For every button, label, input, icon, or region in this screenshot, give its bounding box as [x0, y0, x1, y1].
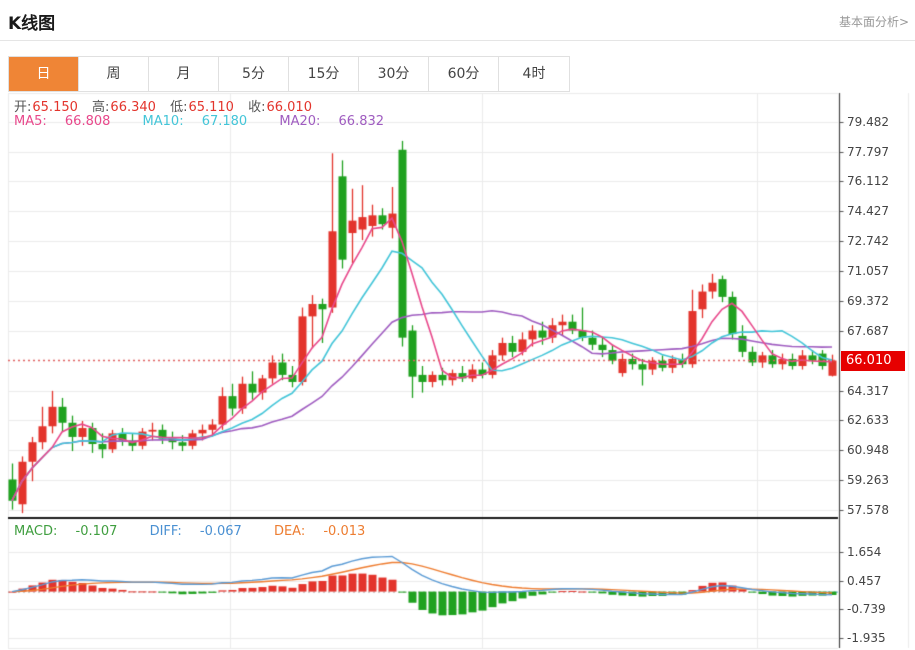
fundamental-analysis-link[interactable]: 基本面分析> — [838, 15, 909, 29]
interval-tabbar: 日 周 月 5分 15分 30分 60分 4时 — [8, 56, 570, 92]
close-label: 收: — [248, 100, 266, 115]
price-axis-label: 57.578 — [847, 502, 889, 517]
open-value: 65.150 — [32, 100, 78, 115]
macd-axis-label: -0.739 — [847, 602, 886, 617]
price-axis-label: 60.948 — [847, 443, 889, 458]
price-axis-label: 59.263 — [847, 473, 889, 488]
price-axis-label: 62.633 — [847, 413, 889, 428]
macd-axis-label: -1.935 — [847, 631, 886, 646]
tab-30min[interactable]: 30分 — [359, 57, 429, 91]
tab-month[interactable]: 月 — [149, 57, 219, 91]
tab-15min[interactable]: 15分 — [289, 57, 359, 91]
ohlc-legend: 开:65.150 高:66.340 低:65.110 收:66.010 — [14, 96, 322, 115]
page-title: K线图 — [8, 14, 56, 34]
price-axis-label: 69.372 — [847, 293, 889, 308]
ma10-item: MA10: 67.180 — [142, 114, 248, 129]
ma5-item: MA5: 66.808 — [14, 114, 111, 129]
close-value: 66.010 — [266, 100, 312, 115]
tab-day[interactable]: 日 — [9, 57, 79, 91]
low-value: 65.110 — [188, 100, 234, 115]
tab-5min[interactable]: 5分 — [219, 57, 289, 91]
tab-60min[interactable]: 60分 — [429, 57, 499, 91]
open-label: 开: — [14, 100, 32, 115]
price-axis-label: 71.057 — [847, 264, 889, 279]
macd-axis-label: 0.457 — [847, 573, 882, 588]
macd-item: MACD: -0.107 — [14, 524, 118, 539]
macd-axis-label: 1.654 — [847, 544, 882, 559]
price-axis-label: 76.112 — [847, 174, 889, 189]
price-axis-label: 79.482 — [847, 114, 889, 129]
ma-legend: MA5: 66.808 MA10: 67.180 MA20: 66.832 — [14, 114, 412, 129]
tab-4hour[interactable]: 4时 — [499, 57, 569, 91]
price-axis-label: 74.427 — [847, 204, 889, 219]
high-value: 66.340 — [110, 100, 156, 115]
diff-item: DIFF: -0.067 — [149, 524, 242, 539]
dea-item: DEA: -0.013 — [273, 524, 366, 539]
price-axis-label: 72.742 — [847, 234, 889, 249]
ma20-item: MA20: 66.832 — [279, 114, 385, 129]
price-axis-label: 64.317 — [847, 383, 889, 398]
macd-legend: MACD: -0.107 DIFF: -0.067 DEA: -0.013 — [14, 524, 393, 539]
header-divider — [0, 40, 915, 41]
high-label: 高: — [92, 100, 110, 115]
current-price-badge: 66.010 — [841, 351, 905, 371]
price-axis-label: 77.797 — [847, 144, 889, 159]
price-axis-label: 67.687 — [847, 323, 889, 338]
low-label: 低: — [170, 100, 188, 115]
tab-week[interactable]: 周 — [79, 57, 149, 91]
